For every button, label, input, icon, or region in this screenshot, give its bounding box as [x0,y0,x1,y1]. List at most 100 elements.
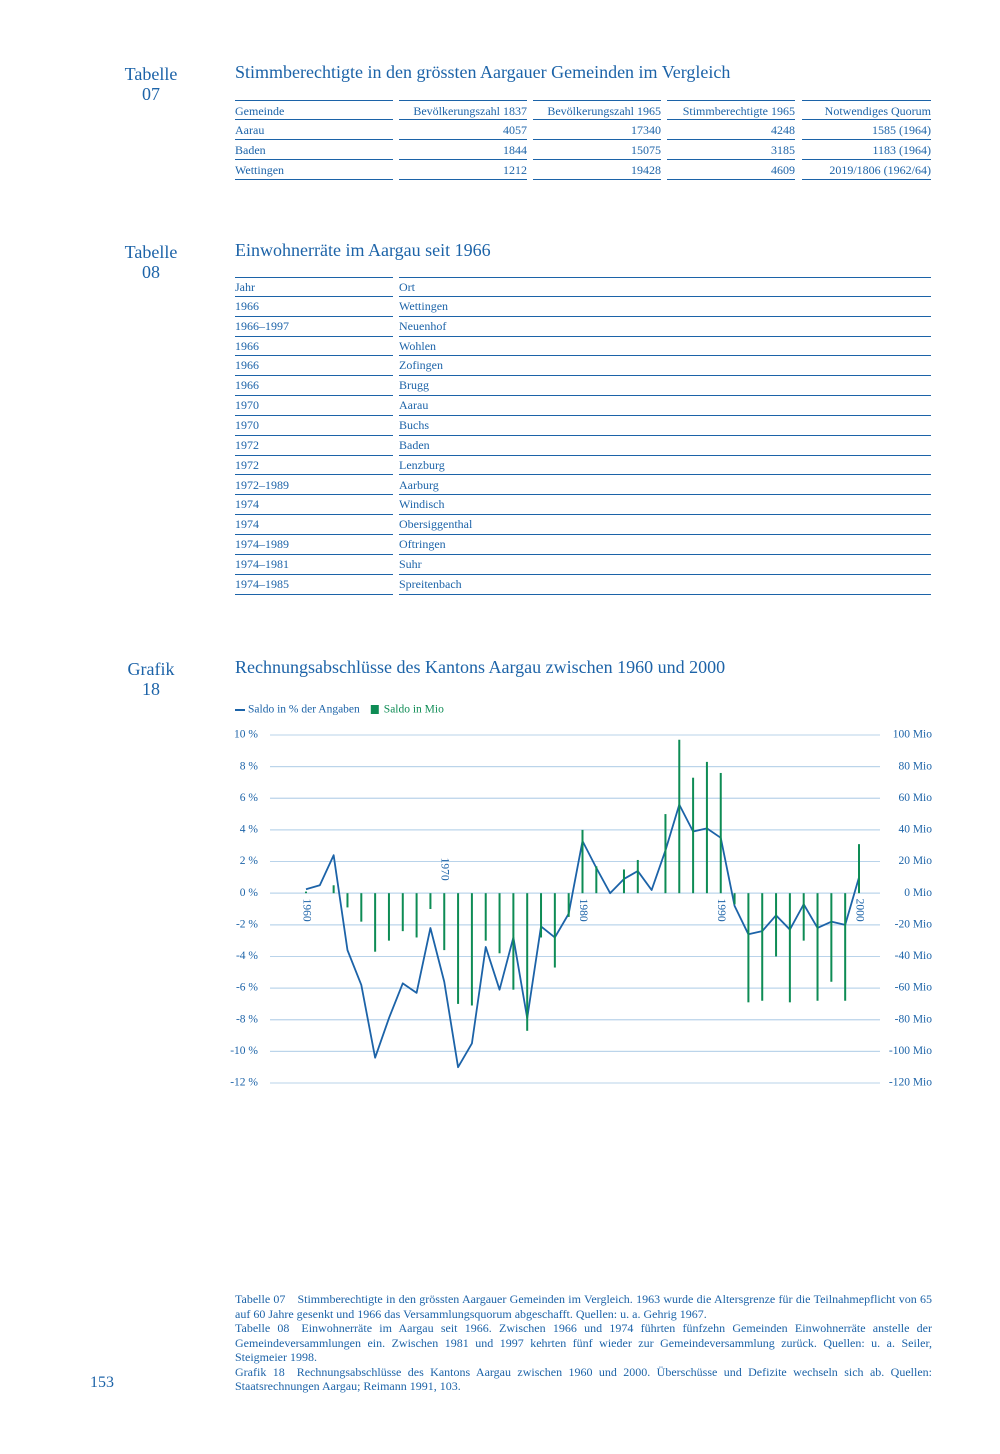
header-cell: Ort [399,277,931,297]
label-number: 18 [142,679,160,699]
bar [401,893,404,932]
bar [830,893,833,982]
table-cell: Aarau [399,396,931,416]
footnote-text: Stimmberechtigte in den grössten Aargaue… [235,1292,932,1321]
header-cell: Bevölkerungszahl 1965 [533,100,661,120]
table-cell: 1966–1997 [235,317,393,337]
header-cell: Bevölkerungszahl 1837 [399,100,527,120]
table-cell: Spreitenbach [399,575,931,595]
bar [858,844,860,894]
footnote-text: Rechnungsabschlüsse des Kantons Aargau z… [235,1364,932,1394]
label-kind: Tabelle [124,64,178,84]
table-cell: 1972–1989 [235,476,393,496]
table-cell: Lenzburg [399,456,931,476]
y-tick-label: -4 % [236,950,258,962]
bar [498,893,501,954]
y2-tick-label: 80 Mio [898,760,932,772]
table-title: Stimmberechtigte in den grössten Aargaue… [235,62,731,82]
bar [484,893,487,941]
footnote: Tabelle 08 Einwohnerräte im Aargau seit 1… [235,1321,932,1365]
table-cell: 1966 [235,356,393,377]
header-cell: Gemeinde [235,100,393,120]
table-cell: Suhr [399,555,931,575]
legend-swatch [370,705,379,714]
footnote-label: Tabelle 08 [235,1321,290,1335]
bar [387,893,390,941]
table-cell: 1970 [235,396,393,416]
y2-tick-label: 40 Mio [898,824,932,836]
y-tick-label: 6 % [240,792,259,804]
y2-tick-label: -20 Mio [895,918,933,930]
table-cell: Baden [235,140,393,160]
table-cell: Wettingen [235,160,393,180]
bar [512,893,515,990]
table-cell: 1972 [235,456,393,476]
table-cell: Neuenhof [399,317,931,337]
bar [429,893,432,909]
bar [802,893,805,941]
table-cell: 3185 [667,140,795,160]
bar [332,885,335,894]
table-cell: 1212 [399,160,527,180]
y2-tick-label: 60 Mio [898,792,932,804]
label-kind: Tabelle [124,242,178,262]
bar [733,893,736,905]
table-cell: 17340 [533,120,661,140]
y2-tick-label: 100 Mio [893,729,933,741]
bar [374,893,377,952]
bar [553,893,556,968]
legend-label: Saldo in Mio [384,704,444,716]
page-number: 153 [90,1374,114,1391]
y2-tick-label: -80 Mio [895,1013,933,1025]
legend-label: Saldo in % der Angaben [248,704,360,716]
footnotes: Tabelle 07 Stimmberechtigte in den grösst… [235,1292,932,1394]
table-cell: 1585 (1964) [802,120,931,140]
table-cell: 4057 [399,120,527,140]
bar [457,893,460,1004]
y-tick-label: -8 % [236,1013,258,1025]
footnote: Tabelle 07 Stimmberechtigte in den grösst… [235,1292,932,1321]
bar [678,739,681,894]
table-cell: 1183 (1964) [802,140,931,160]
bar [816,893,819,1001]
y-tick-label: 4 % [240,824,259,836]
bar [636,859,639,894]
x-tick-label: 2000 [853,899,865,922]
bar [788,893,791,1003]
table-label: Tabelle 07 [111,64,191,104]
table-cell: Aarau [235,120,393,140]
footnote-label: Grafik 18 [235,1364,285,1379]
label-number: 08 [142,262,160,282]
table-cell: 1844 [399,140,527,160]
bar [581,829,584,894]
table-cell: 1974 [235,495,393,516]
table-cell: 4609 [667,160,795,180]
y2-tick-label: 20 Mio [898,855,932,867]
table-cell: 19428 [533,160,661,180]
table-cell: Wohlen [399,337,931,357]
table-title: Einwohnerräte im Aargau seit 1966 [235,240,491,260]
table-cell: 1974–1985 [235,575,393,595]
table-cell: 1974–1989 [235,535,393,555]
table-cell: 1974–1981 [235,555,393,575]
table-cell: 1966 [235,297,393,317]
header-cell: Stimmberechtigte 1965 [667,100,795,120]
header-cell: Notwendiges Quorum [802,100,931,120]
bar [761,893,764,1001]
table-cell: Buchs [399,416,931,436]
bar [470,893,473,1006]
table-cell: 1966 [235,376,393,397]
header-cell: Jahr [235,277,393,297]
bar [747,893,750,1003]
x-tick-label: 1980 [577,899,589,922]
bar [360,893,363,922]
y-tick-label: 2 % [240,855,259,867]
table-cell: 15075 [533,140,661,160]
y2-tick-label: -100 Mio [889,1045,932,1057]
bar [664,814,667,894]
x-tick-label: 1960 [300,899,312,922]
y2-tick-label: -120 Mio [889,1077,932,1089]
table-cell: 2019/1806 (1962/64) [802,160,931,180]
